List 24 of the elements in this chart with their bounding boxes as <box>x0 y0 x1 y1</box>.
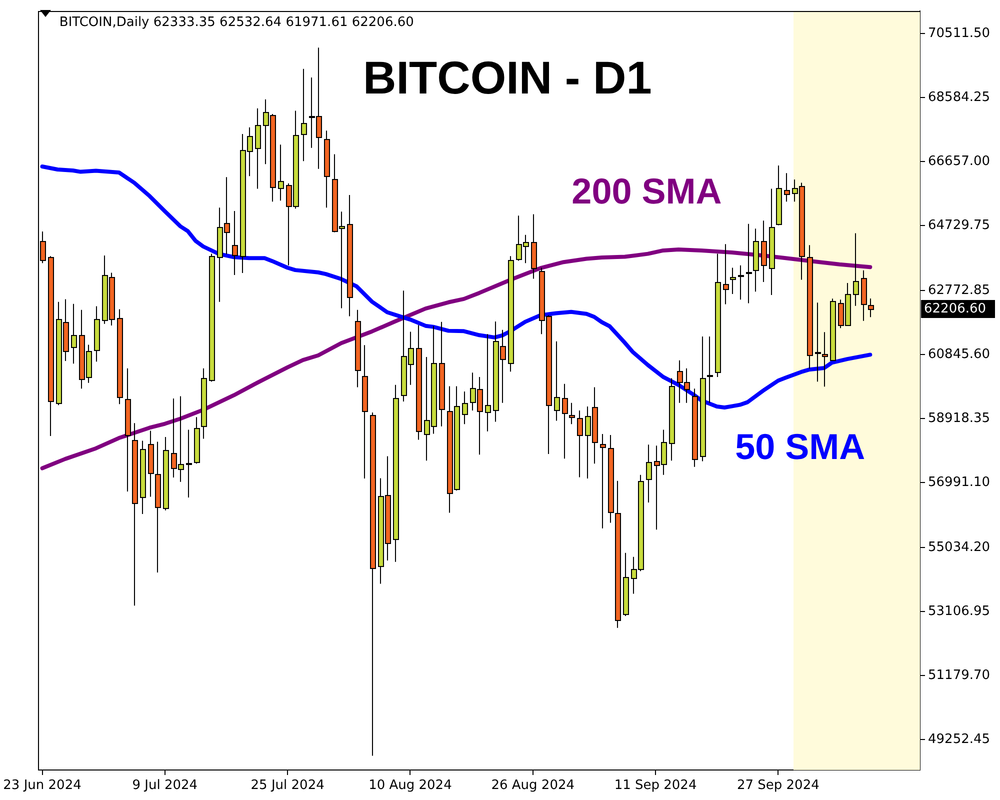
x-tick-label: 23 Jun 2024 <box>3 778 82 794</box>
chart-subtitle: BITCOIN,Daily 62333.35 62532.64 61971.61 62206.60 <box>59 15 414 30</box>
series-label: 50 SMA <box>735 426 866 467</box>
y-tick-label: 58918.35 <box>928 410 990 426</box>
text: 62206.60 <box>924 301 986 316</box>
x-tick-label: 11 Sep 2024 <box>614 778 697 794</box>
y-tick-label: 62772.85 <box>928 282 990 298</box>
y-tick-label: 64729.75 <box>928 218 990 233</box>
y-tick-label: 49252.45 <box>928 732 990 747</box>
x-tick-label: 9 Jul 2024 <box>132 778 198 794</box>
y-tick-label: 60845.60 <box>928 346 990 362</box>
y-tick-label: 70511.50 <box>928 26 990 42</box>
y-tick-label: 68584.25 <box>928 90 990 106</box>
y-tick-label: 56991.10 <box>928 474 990 490</box>
series-label: 200 SMA <box>572 170 722 212</box>
y-tick-label: 51179.70 <box>928 668 990 683</box>
x-tick-label: 27 Sep 2024 <box>736 778 820 794</box>
x-tick-label: 10 Aug 2024 <box>368 778 452 794</box>
text: BITCOIN - D1 <box>363 51 652 104</box>
x-tick-label: 26 Aug 2024 <box>491 778 575 794</box>
x-tick-label: 25 Jul 2024 <box>250 778 324 794</box>
y-tick-label: 55034.20 <box>928 540 990 555</box>
y-tick-label: 53106.95 <box>928 604 990 619</box>
y-tick-label: 66657.00 <box>928 154 990 169</box>
